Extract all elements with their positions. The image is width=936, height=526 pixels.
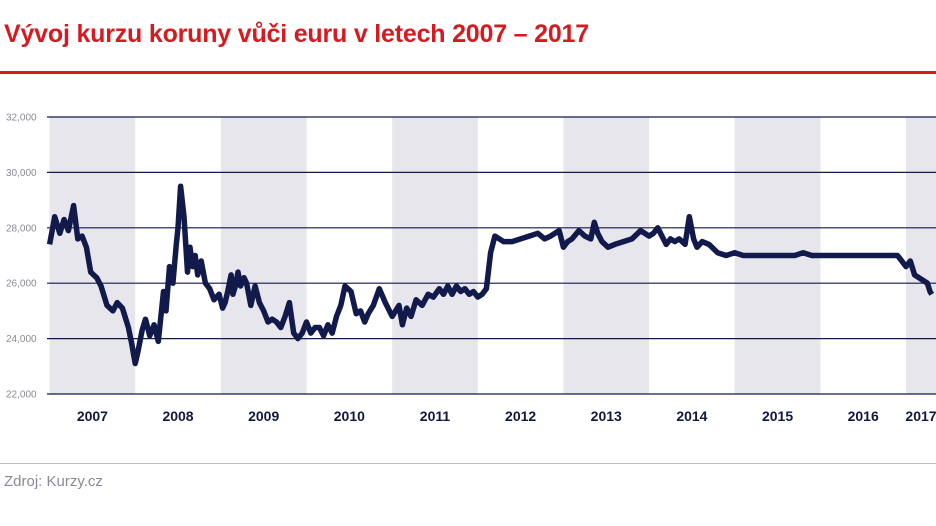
chart-title: Vývoj kurzu koruny vůči euru v letech 20… <box>4 20 589 48</box>
y-tick-label: 24,000 <box>6 334 37 345</box>
year-band-2017 <box>906 117 936 394</box>
x-tick-label: 2014 <box>676 408 707 424</box>
x-tick-label: 2016 <box>848 408 879 424</box>
x-tick-label: 2015 <box>762 408 793 424</box>
y-tick-label: 22,000 <box>6 390 37 401</box>
x-axis: 2007 2008 2009 2010 2011 2012 2013 2014 2015 2016… <box>77 408 936 424</box>
x-tick-label: 2008 <box>162 408 193 424</box>
series-line <box>46 183 935 367</box>
y-tick-label: 32,000 <box>6 113 37 124</box>
year-band-2013 <box>563 117 650 394</box>
y-axis: 22,000 24,000 26,000 28,000 30,000 32,000 <box>6 113 37 401</box>
source-divider <box>0 463 936 464</box>
x-tick-label: 2013 <box>591 408 622 424</box>
y-tick-label: 30,000 <box>6 168 37 179</box>
gridlines <box>47 116 936 395</box>
line-chart: 22,000 24,000 26,000 28,000 30,000 32,000 200… <box>6 113 936 424</box>
x-tick-label: 2009 <box>248 408 279 424</box>
x-tick-label: 2010 <box>334 408 365 424</box>
y-tick-label: 28,000 <box>6 223 37 234</box>
source-note: Zdroj: Kurzy.cz <box>4 473 103 490</box>
series-group <box>46 183 935 367</box>
x-tick-label: 2012 <box>505 408 536 424</box>
year-band-2009 <box>220 117 307 394</box>
x-tick-label: 2011 <box>420 408 451 424</box>
year-band-2011 <box>392 117 478 394</box>
year-bands <box>49 117 936 394</box>
title-divider <box>0 71 936 74</box>
x-tick-label: 2017 <box>905 408 936 424</box>
x-tick-label: 2007 <box>77 408 108 424</box>
year-band-2007 <box>49 117 136 394</box>
y-tick-label: 26,000 <box>6 279 37 290</box>
